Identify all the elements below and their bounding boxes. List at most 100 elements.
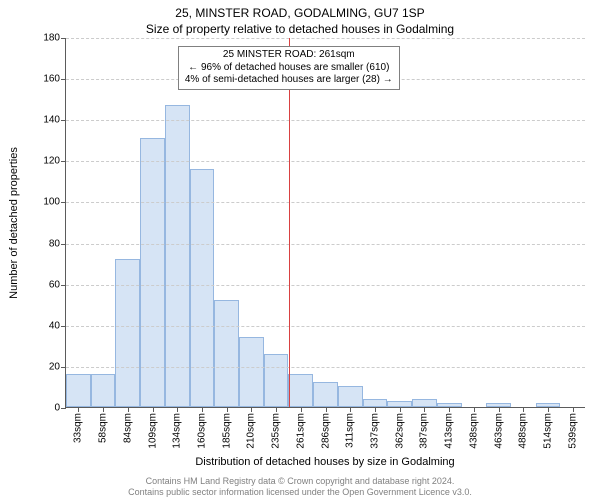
x-tick (227, 407, 228, 412)
x-tick (424, 407, 425, 412)
x-tick-label: 33sqm (73, 413, 84, 443)
gridline (66, 367, 585, 368)
x-tick (499, 407, 500, 412)
title-line-1: 25, MINSTER ROAD, GODALMING, GU7 1SP (0, 6, 600, 20)
gridline (66, 120, 585, 121)
x-tick (276, 407, 277, 412)
x-tick-label: 337sqm (369, 413, 380, 449)
x-tick-label: 261sqm (295, 413, 306, 449)
footer-line-1: Contains HM Land Registry data © Crown c… (0, 476, 600, 486)
annotation-line: 4% of semi-detached houses are larger (2… (185, 74, 393, 87)
gridline (66, 38, 585, 39)
bar (115, 259, 140, 407)
x-tick-label: 185sqm (221, 413, 232, 449)
bar-slot: 134sqm (165, 38, 190, 407)
bar-slot: 109sqm (140, 38, 165, 407)
bar-slot: 311sqm (338, 38, 363, 407)
y-axis-label-wrap: Number of detached properties (4, 38, 24, 408)
annotation-box: 25 MINSTER ROAD: 261sqm← 96% of detached… (178, 46, 400, 90)
x-tick (202, 407, 203, 412)
y-tick-label: 140 (43, 115, 60, 126)
x-tick (153, 407, 154, 412)
x-tick (301, 407, 302, 412)
plot-area: 33sqm58sqm84sqm109sqm134sqm160sqm185sqm2… (65, 38, 585, 408)
x-tick (548, 407, 549, 412)
x-tick (177, 407, 178, 412)
x-tick (326, 407, 327, 412)
x-tick-label: 387sqm (419, 413, 430, 449)
bar-slot: 539sqm (560, 38, 585, 407)
y-tick-label: 100 (43, 197, 60, 208)
x-tick-label: 438sqm (468, 413, 479, 449)
y-tick (61, 79, 66, 80)
bar-slot: 387sqm (412, 38, 437, 407)
y-tick-label: 40 (49, 320, 60, 331)
x-tick-label: 413sqm (444, 413, 455, 449)
x-tick (449, 407, 450, 412)
y-tick (61, 244, 66, 245)
x-tick-label: 109sqm (147, 413, 158, 449)
bar-slot: 362sqm (387, 38, 412, 407)
gridline (66, 202, 585, 203)
bar (165, 105, 190, 407)
bar-slot: 337sqm (363, 38, 388, 407)
bar-slot: 438sqm (462, 38, 487, 407)
y-tick-label: 20 (49, 361, 60, 372)
x-tick-label: 235sqm (271, 413, 282, 449)
chart-container: 25, MINSTER ROAD, GODALMING, GU7 1SP Siz… (0, 0, 600, 500)
x-tick-label: 58sqm (98, 413, 109, 443)
x-tick-label: 84sqm (122, 413, 133, 443)
y-tick-label: 80 (49, 238, 60, 249)
x-axis-label: Distribution of detached houses by size … (65, 456, 585, 468)
x-tick-label: 160sqm (196, 413, 207, 449)
bar (190, 169, 215, 407)
bar (313, 382, 338, 407)
gridline (66, 161, 585, 162)
y-tick-label: 180 (43, 33, 60, 44)
y-tick (61, 38, 66, 39)
bar (363, 399, 388, 407)
bar-slot: 261sqm (288, 38, 313, 407)
bar-slot: 33sqm (66, 38, 91, 407)
x-tick (78, 407, 79, 412)
x-tick (474, 407, 475, 412)
gridline (66, 244, 585, 245)
y-tick-label: 160 (43, 74, 60, 85)
bar-slot: 413sqm (437, 38, 462, 407)
x-tick (523, 407, 524, 412)
x-tick-label: 463sqm (493, 413, 504, 449)
bar (288, 374, 313, 407)
bar-slot: 185sqm (214, 38, 239, 407)
x-tick (103, 407, 104, 412)
x-tick (375, 407, 376, 412)
y-tick (61, 367, 66, 368)
x-tick (400, 407, 401, 412)
bar-slot: 488sqm (511, 38, 536, 407)
bar (264, 354, 289, 407)
bar-slot: 210sqm (239, 38, 264, 407)
bar (214, 300, 239, 407)
bar-slot: 235sqm (264, 38, 289, 407)
y-tick (61, 408, 66, 409)
bar (239, 337, 264, 407)
x-tick-label: 488sqm (518, 413, 529, 449)
y-tick (61, 285, 66, 286)
bar (412, 399, 437, 407)
x-tick-label: 134sqm (172, 413, 183, 449)
bar-slot: 463sqm (486, 38, 511, 407)
y-tick (61, 202, 66, 203)
bar-slot: 514sqm (536, 38, 561, 407)
bar (338, 386, 363, 407)
y-tick-label: 60 (49, 279, 60, 290)
bars-layer: 33sqm58sqm84sqm109sqm134sqm160sqm185sqm2… (66, 38, 585, 407)
y-tick-label: 0 (54, 403, 60, 414)
footer-line-2: Contains public sector information licen… (0, 487, 600, 497)
bar-slot: 58sqm (91, 38, 116, 407)
x-tick-label: 210sqm (246, 413, 257, 449)
bar-slot: 84sqm (115, 38, 140, 407)
annotation-line: 25 MINSTER ROAD: 261sqm (185, 49, 393, 62)
gridline (66, 326, 585, 327)
x-tick-label: 286sqm (320, 413, 331, 449)
title-line-2: Size of property relative to detached ho… (0, 22, 600, 36)
bar (91, 374, 116, 407)
